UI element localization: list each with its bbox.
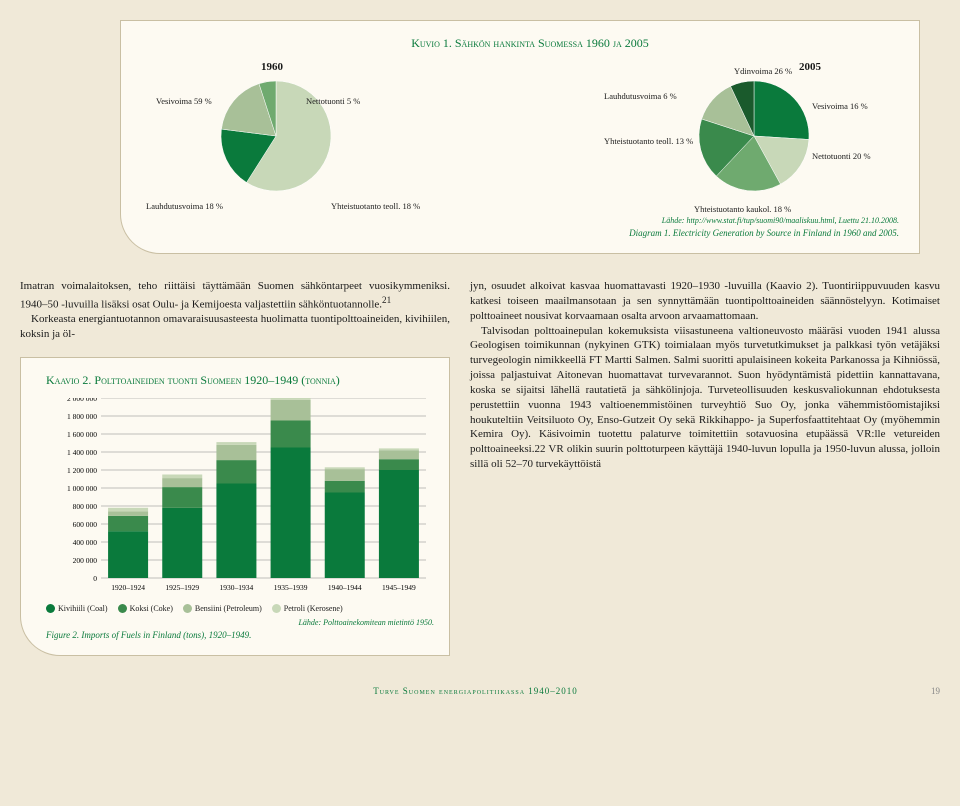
legend-label: Petroli (Kerosene) xyxy=(284,604,343,613)
bar-segment xyxy=(379,459,419,470)
pie-label: Ydinvoima 26 % xyxy=(734,66,792,76)
legend: Kivihiili (Coal) Koksi (Coke) Bensiini (Pe… xyxy=(46,604,434,613)
y-axis-label: 1 600 000 xyxy=(67,430,97,439)
bar-segment xyxy=(379,450,419,459)
pie-2005-container: 2005 Ydinvoima 26 %Vesivoima 16 %Nettotu… xyxy=(699,81,809,191)
y-axis-label: 1 800 000 xyxy=(67,412,97,421)
right-column: jyn, osuudet alkoivat kasvaa huomattavas… xyxy=(470,279,940,656)
x-axis-label: 1925–1929 xyxy=(165,583,199,592)
y-axis-label: 200 000 xyxy=(73,556,98,565)
pie-label: Vesivoima 59 % xyxy=(156,96,212,106)
bar-segment xyxy=(162,478,202,487)
legend-item: Kivihiili (Coal) xyxy=(46,604,108,613)
legend-item: Petroli (Kerosene) xyxy=(272,604,343,613)
bar-segment xyxy=(216,445,256,460)
kaavio2-source: Lähde: Polttoainekomitean mietintö 1950. xyxy=(46,618,434,627)
pie-1960-container: 1960 Vesivoima 59 %Lauhdutusvoima 18 %Yh… xyxy=(221,81,331,191)
bar-segment xyxy=(271,398,311,400)
kuvio1-box: Kuvio 1. Sähkön hankinta Suomessa 1960 j… xyxy=(120,20,920,254)
bar-segment xyxy=(379,470,419,578)
right-p2: Talvisodan polttoainepulan kokemuksista … xyxy=(470,324,940,472)
y-axis-label: 400 000 xyxy=(73,538,98,547)
legend-label: Kivihiili (Coal) xyxy=(58,604,108,613)
bar-segment xyxy=(108,508,148,512)
pie-label: Lauhdutusvoima 6 % xyxy=(604,91,677,101)
y-axis-label: 1 000 000 xyxy=(67,484,97,493)
x-axis-label: 1940–1944 xyxy=(328,583,362,592)
bar-segment xyxy=(271,421,311,448)
bar-segment xyxy=(379,448,419,450)
left-column: Imatran voimalaitoksen, teho riittäisi t… xyxy=(20,279,450,656)
kuvio1-caption: Diagram 1. Electricity Generation by Sou… xyxy=(161,228,899,238)
legend-label: Koksi (Coke) xyxy=(130,604,173,613)
kaavio2-caption: Figure 2. Imports of Fuels in Finland (t… xyxy=(46,630,434,640)
x-axis-label: 1935–1939 xyxy=(274,583,308,592)
legend-swatch xyxy=(118,604,127,613)
page-number: 19 xyxy=(931,686,940,696)
pie-label: Yhteistuotanto kaukol. 18 % xyxy=(694,204,791,214)
bar-segment xyxy=(108,531,148,578)
bar-segment xyxy=(325,469,365,481)
x-axis-label: 1930–1934 xyxy=(220,583,254,592)
legend-item: Bensiini (Petroleum) xyxy=(183,604,262,613)
bar-segment xyxy=(216,460,256,483)
bar-segment xyxy=(108,516,148,531)
y-axis-label: 0 xyxy=(93,574,97,583)
bar-segment xyxy=(325,467,365,469)
kuvio1-title: Kuvio 1. Sähkön hankinta Suomessa 1960 j… xyxy=(161,36,899,51)
y-axis-label: 600 000 xyxy=(73,520,98,529)
legend-item: Koksi (Coke) xyxy=(118,604,173,613)
pie-label: Lauhdutusvoima 18 % xyxy=(146,201,223,211)
pie-label: Vesivoima 16 % xyxy=(812,101,868,111)
bar-segment xyxy=(162,487,202,508)
legend-swatch xyxy=(183,604,192,613)
bar-segment xyxy=(271,448,311,579)
pie-row: 1960 Vesivoima 59 %Lauhdutusvoima 18 %Yh… xyxy=(161,61,899,211)
pie-label: Nettotuonti 5 % xyxy=(306,96,360,106)
bar-segment xyxy=(162,508,202,578)
footnote-21: 21 xyxy=(382,295,391,305)
year-2005: 2005 xyxy=(799,61,821,73)
content-row: Imatran voimalaitoksen, teho riittäisi t… xyxy=(20,279,940,656)
bar-segment xyxy=(325,493,365,579)
kaavio2-box: Kaavio 2. Polttoaineiden tuonti Suomeen … xyxy=(20,357,450,656)
legend-swatch xyxy=(46,604,55,613)
bar-segment xyxy=(216,484,256,579)
bar-segment xyxy=(216,442,256,445)
legend-swatch xyxy=(272,604,281,613)
legend-label: Bensiini (Petroleum) xyxy=(195,604,262,613)
bar-segment xyxy=(108,511,148,516)
x-axis-label: 1945–1949 xyxy=(382,583,416,592)
footer-title: Turve Suomen energiapolitiikassa 1940–20… xyxy=(373,686,578,696)
right-p1: jyn, osuudet alkoivat kasvaa huomattavas… xyxy=(470,279,940,324)
left-p1: Imatran voimalaitoksen, teho riittäisi t… xyxy=(20,279,450,312)
footer: Turve Suomen energiapolitiikassa 1940–20… xyxy=(20,686,940,696)
bar-segment xyxy=(162,475,202,479)
y-axis-label: 2 000 000 xyxy=(67,398,97,403)
pie-label: Nettotuonti 20 % xyxy=(812,151,871,161)
left-p2: Korkeasta energiantuotannon omavaraisuus… xyxy=(20,312,450,342)
x-axis-label: 1920–1924 xyxy=(111,583,145,592)
bar-segment xyxy=(325,481,365,493)
pie-label: Yhteistuotanto teoll. 13 % xyxy=(604,136,693,146)
left-body: Imatran voimalaitoksen, teho riittäisi t… xyxy=(20,279,450,342)
kuvio1-source: Lähde: http://www.stat.fi/tup/suomi90/ma… xyxy=(161,216,899,225)
pie-2005 xyxy=(699,81,809,191)
kaavio2-title: Kaavio 2. Polttoaineiden tuonti Suomeen … xyxy=(46,373,434,388)
bar-segment xyxy=(271,400,311,421)
pie-label: Yhteistuotanto teoll. 18 % xyxy=(331,201,420,211)
year-1960: 1960 xyxy=(261,61,283,73)
pie-slice xyxy=(754,81,809,139)
y-axis-label: 800 000 xyxy=(73,502,98,511)
y-axis-label: 1 200 000 xyxy=(67,466,97,475)
y-axis-label: 1 400 000 xyxy=(67,448,97,457)
bar-chart: 2 000 000 1 800 000 1 600 000 1 400 000 1 20… xyxy=(46,398,426,596)
